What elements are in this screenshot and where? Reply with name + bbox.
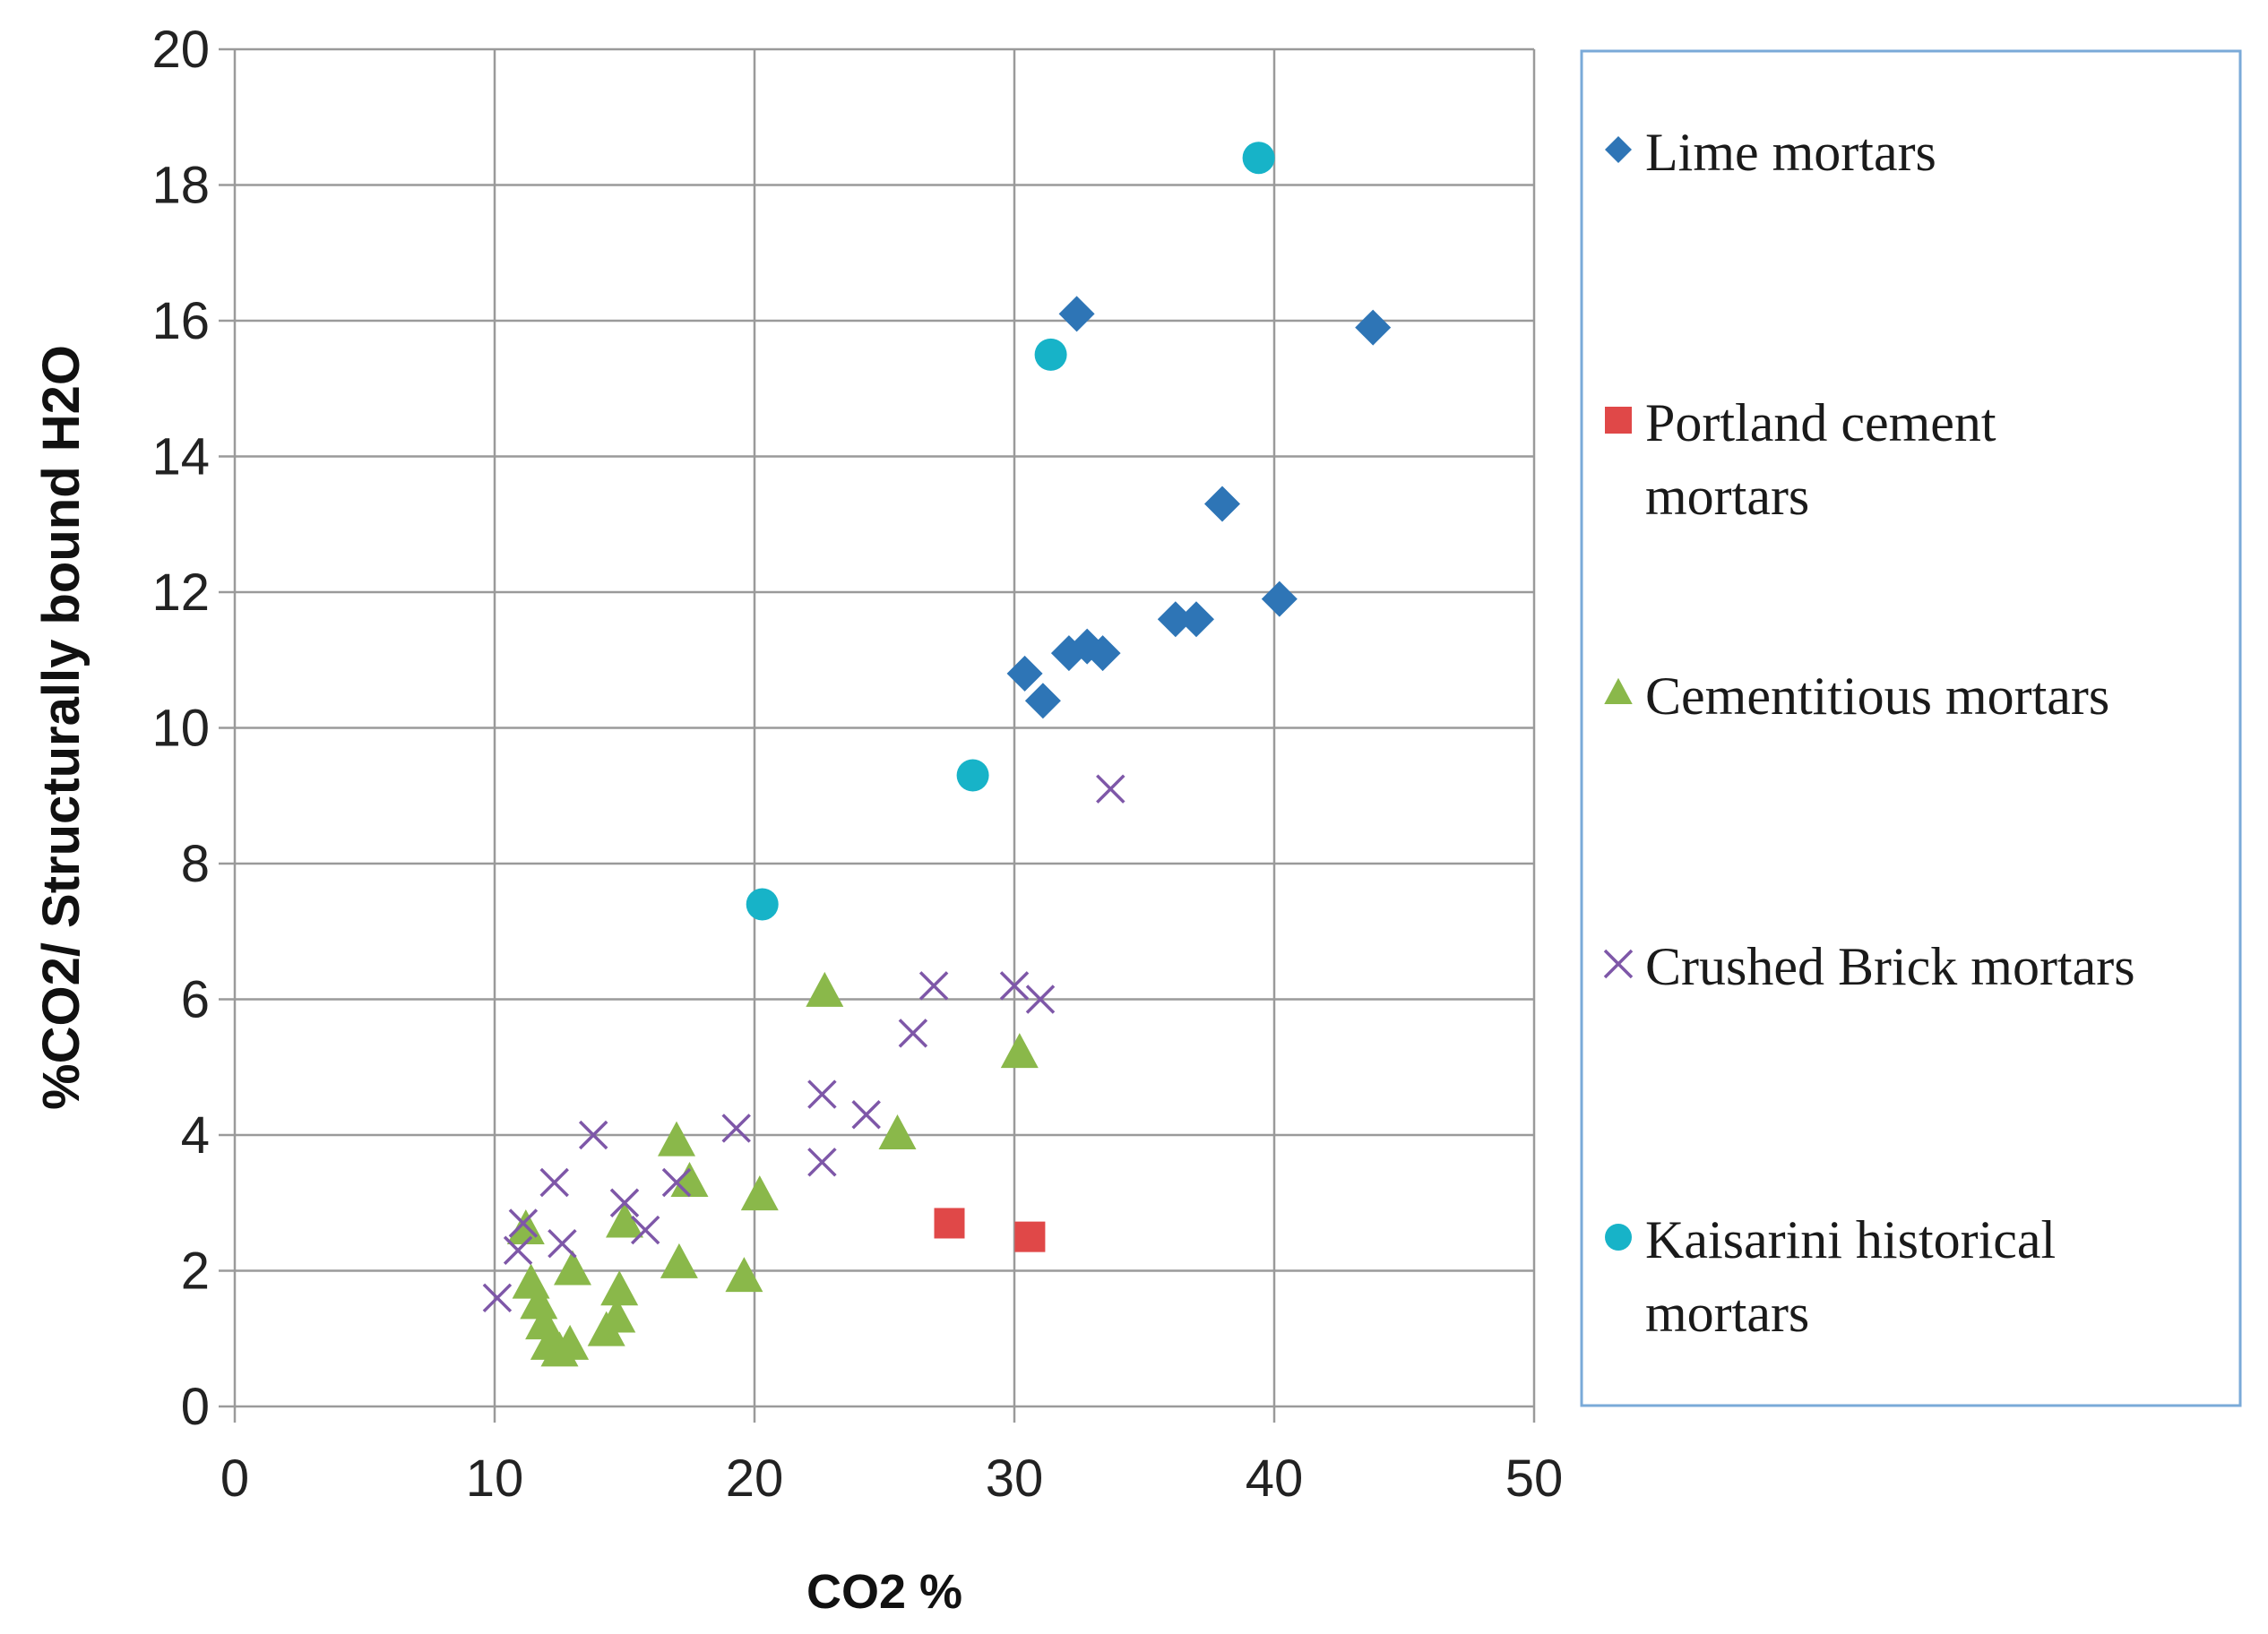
data-point bbox=[1355, 309, 1392, 346]
y-tick-label: 8 bbox=[181, 835, 210, 893]
data-point bbox=[1000, 1033, 1039, 1069]
data-point bbox=[1242, 142, 1275, 175]
y-tick-label: 6 bbox=[181, 971, 210, 1029]
y-tick-label: 12 bbox=[151, 563, 210, 622]
legend-marker bbox=[1605, 136, 1632, 163]
data-point bbox=[630, 1215, 660, 1245]
series-crushed-brick-mortars bbox=[482, 774, 1125, 1313]
y-tick-label: 10 bbox=[151, 700, 210, 758]
legend-entry-kaisarini-historical-mortars: Kaisarini historical mortars bbox=[1605, 1210, 2056, 1343]
data-point bbox=[609, 1188, 640, 1217]
data-point bbox=[658, 1121, 695, 1157]
data-point bbox=[548, 1228, 577, 1259]
legend: Lime mortars Portland cement mortars Cement… bbox=[1580, 49, 2242, 1407]
data-point bbox=[1261, 580, 1298, 617]
data-point bbox=[587, 1311, 625, 1346]
data-point bbox=[1204, 486, 1240, 522]
series-kaisarini-historical-mortars bbox=[746, 142, 1275, 921]
data-point bbox=[539, 1167, 569, 1198]
x-tick-label: 20 bbox=[726, 1449, 784, 1508]
data-point bbox=[661, 1167, 692, 1198]
y-tick-label: 18 bbox=[151, 157, 210, 215]
legend-entry-cementitious-mortars: Cementitious mortars bbox=[1604, 666, 2109, 726]
data-point bbox=[600, 1270, 639, 1306]
data-point bbox=[482, 1283, 513, 1313]
data-point bbox=[878, 1114, 917, 1149]
legend-label: Cementitious mortars bbox=[1645, 666, 2109, 726]
data-point bbox=[520, 1284, 558, 1320]
data-point bbox=[1058, 296, 1095, 332]
data-point bbox=[1096, 774, 1125, 804]
data-point bbox=[1014, 1221, 1046, 1252]
tick-labels: 0 2 4 6 8 10 12 14 16 18 20 0 10 20 30 40 50 bbox=[151, 21, 1563, 1508]
legend-label: Kaisarini historical mortars bbox=[1645, 1210, 2056, 1343]
data-point bbox=[934, 1208, 965, 1239]
data-point bbox=[807, 1148, 837, 1177]
data-point bbox=[1025, 985, 1056, 1014]
data-point bbox=[721, 1114, 751, 1143]
data-point bbox=[1084, 635, 1121, 672]
x-tick-label: 10 bbox=[466, 1449, 524, 1508]
x-tick-label: 50 bbox=[1505, 1449, 1564, 1508]
data-point bbox=[806, 971, 844, 1007]
x-tick-label: 30 bbox=[986, 1449, 1044, 1508]
data-point bbox=[660, 1243, 698, 1278]
data-point bbox=[578, 1120, 608, 1150]
legend-box bbox=[1580, 49, 2242, 1407]
y-tick-label: 14 bbox=[151, 428, 210, 486]
legend-label: Crushed Brick mortars bbox=[1645, 937, 2135, 996]
data-point bbox=[918, 971, 949, 1001]
legend-entry-crushed-brick-mortars: Crushed Brick mortars bbox=[1603, 937, 2135, 996]
x-tick-label: 40 bbox=[1246, 1449, 1304, 1508]
data-point bbox=[807, 1079, 837, 1109]
data-point bbox=[525, 1304, 564, 1340]
data-point bbox=[1034, 338, 1067, 371]
data-point bbox=[898, 1019, 928, 1048]
x-tick-label: 0 bbox=[220, 1449, 249, 1508]
series-portland-cement-mortars bbox=[934, 1208, 1046, 1252]
legend-marker bbox=[1604, 677, 1633, 704]
legend-marker bbox=[1605, 1224, 1632, 1251]
data-point bbox=[1006, 655, 1043, 692]
data-point bbox=[1157, 601, 1194, 638]
legend-marker bbox=[1605, 407, 1632, 434]
legend-marker bbox=[1603, 949, 1634, 979]
gridlines bbox=[219, 47, 1536, 1423]
legend-entry-lime-mortars: Lime mortars bbox=[1605, 123, 1936, 182]
data-point bbox=[551, 1324, 590, 1360]
data-point bbox=[508, 1208, 539, 1238]
data-point bbox=[554, 1250, 591, 1286]
y-axis-title: %CO2/ Structurally bound H2O bbox=[32, 345, 91, 1110]
data-point bbox=[851, 1100, 881, 1130]
data-point bbox=[746, 888, 779, 921]
data-point bbox=[503, 1235, 533, 1266]
data-point bbox=[725, 1257, 763, 1293]
data-point bbox=[999, 971, 1030, 1001]
y-tick-label: 0 bbox=[181, 1378, 210, 1436]
legend-label: Portland cement mortars bbox=[1645, 393, 1996, 526]
y-tick-label: 16 bbox=[151, 292, 210, 350]
legend-entry-portland-cement-mortars: Portland cement mortars bbox=[1605, 393, 1996, 526]
x-axis-title: CO2 % bbox=[806, 1565, 962, 1619]
y-tick-label: 4 bbox=[181, 1106, 210, 1165]
y-tick-label: 2 bbox=[181, 1243, 210, 1301]
data-point bbox=[1178, 601, 1214, 638]
y-tick-label: 20 bbox=[151, 21, 210, 79]
series-lime-mortars bbox=[1006, 296, 1392, 719]
data-points bbox=[482, 142, 1392, 1367]
legend-label: Lime mortars bbox=[1645, 123, 1936, 182]
data-point bbox=[956, 759, 989, 792]
data-point bbox=[1024, 683, 1061, 719]
data-point bbox=[740, 1175, 779, 1211]
data-point bbox=[606, 1202, 643, 1238]
